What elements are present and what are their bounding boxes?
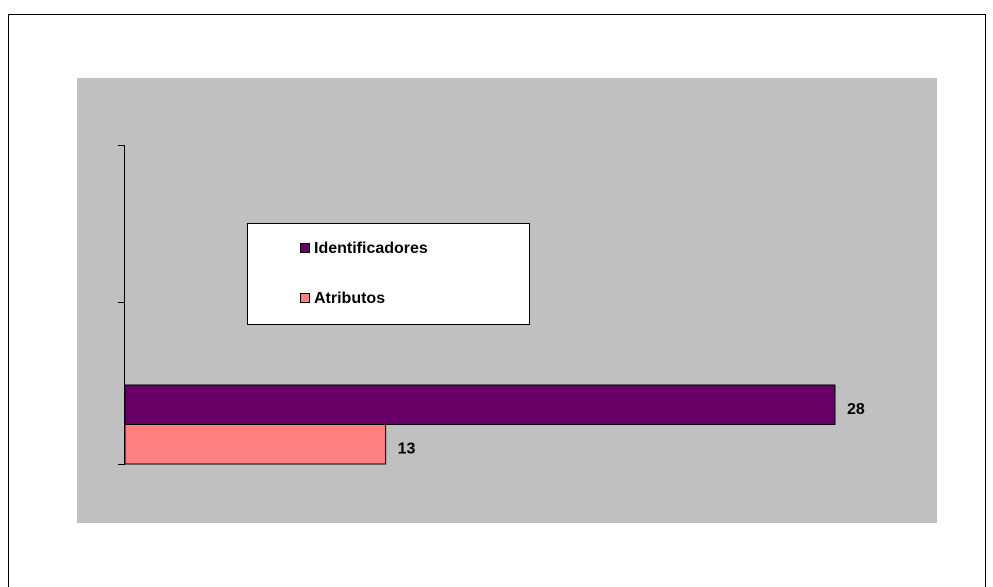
bar: [124, 384, 836, 425]
bar: [124, 424, 387, 465]
data-label: 13: [398, 440, 416, 457]
legend-swatch: [300, 293, 310, 303]
legend-box: [247, 223, 530, 325]
legend-label: Atributos: [314, 290, 385, 307]
legend-swatch: [300, 243, 310, 253]
data-label: 28: [847, 401, 865, 418]
legend-label: Identificadores: [314, 240, 428, 257]
